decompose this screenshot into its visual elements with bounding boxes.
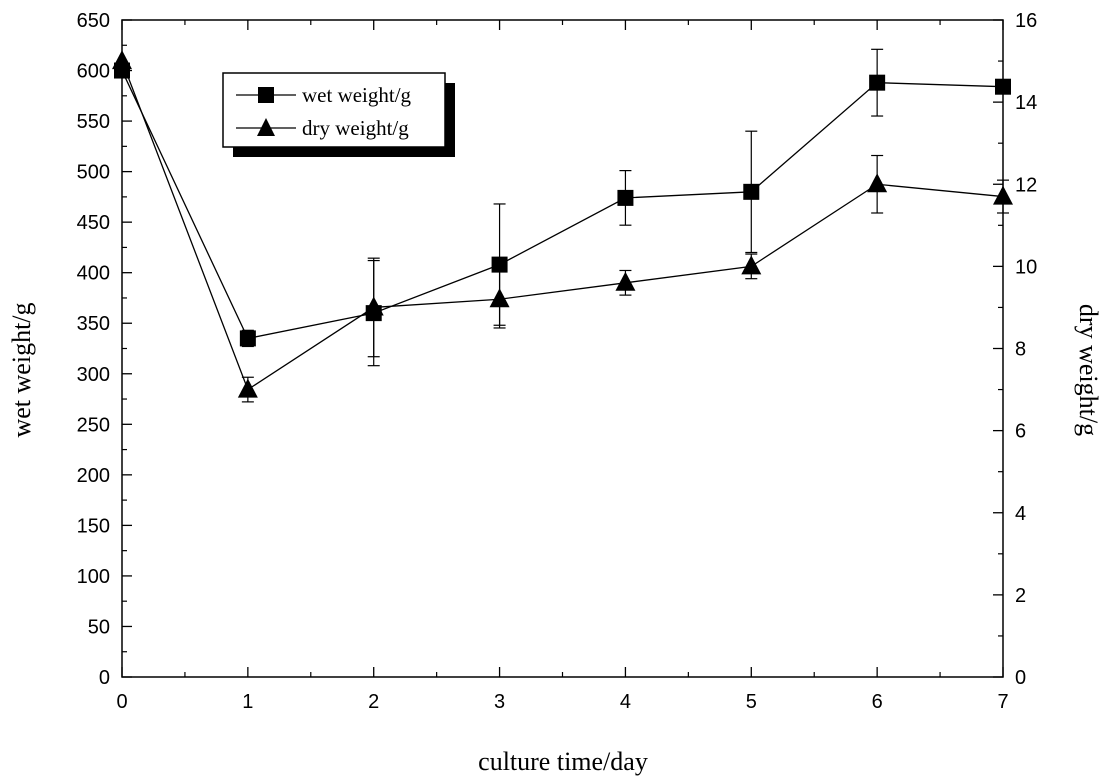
- y-axis-title: wet weight/g: [7, 302, 36, 437]
- legend-label-wet: wet weight/g: [302, 83, 412, 107]
- y2-axis-title: dry weight/g: [1074, 304, 1102, 436]
- x-tick-label: 7: [997, 691, 1008, 713]
- y-tick-label: 550: [77, 111, 110, 133]
- y2-tick-label: 10: [1015, 256, 1037, 278]
- data-point-square: [869, 74, 886, 91]
- data-point-square: [239, 330, 256, 347]
- data-point-square: [617, 189, 634, 206]
- legend: wet weight/g dry weight/g: [222, 72, 455, 157]
- y-tick-label: 300: [77, 364, 110, 386]
- data-point-triangle: [741, 255, 762, 275]
- y-tick-label: 350: [77, 313, 110, 335]
- y-tick-label: 100: [77, 566, 110, 588]
- x-tick-label: 0: [116, 691, 127, 713]
- y-tick-label: 500: [77, 162, 110, 184]
- y2-tick-label: 14: [1015, 92, 1037, 114]
- y-tick-label: 150: [77, 515, 110, 537]
- y2-tick-label: 8: [1015, 339, 1026, 361]
- data-point-triangle: [993, 185, 1013, 205]
- y2-tick-label: 0: [1015, 667, 1026, 689]
- y-tick-label: 450: [77, 212, 110, 234]
- data-point-triangle: [237, 378, 258, 398]
- data-point-square: [995, 78, 1011, 95]
- y2-tick-label: 4: [1015, 503, 1026, 525]
- series-dry-weight: [112, 50, 1013, 403]
- y-tick-label: 200: [77, 465, 110, 487]
- series-line-dry-weight: [121, 60, 1004, 391]
- y2-tick-label: 2: [1015, 585, 1026, 607]
- legend-marker-triangle: [257, 118, 275, 136]
- data-point-triangle: [615, 271, 636, 291]
- data-point-triangle: [363, 296, 384, 316]
- y-tick-label: 400: [77, 263, 110, 285]
- y2-tick-label: 12: [1015, 174, 1037, 196]
- legend-label-dry: dry weight/g: [302, 116, 409, 140]
- x-tick-label: 6: [872, 691, 883, 713]
- series-line-wet-weight: [121, 70, 1004, 340]
- x-tick-label: 1: [242, 691, 253, 713]
- data-point-square: [491, 256, 508, 273]
- y-tick-label: 50: [88, 616, 110, 638]
- data-point-triangle: [867, 173, 888, 193]
- legend-marker-square: [258, 87, 274, 103]
- data-point-square: [743, 183, 760, 200]
- x-tick-label: 5: [746, 691, 757, 713]
- x-tick-label: 2: [368, 691, 379, 713]
- x-tick-label: 3: [494, 691, 505, 713]
- data-point-triangle: [112, 50, 132, 70]
- x-tick-label: 4: [620, 691, 631, 713]
- y-tick-label: 250: [77, 414, 110, 436]
- y-tick-label: 0: [99, 667, 110, 689]
- x-axis-title: culture time/day: [478, 747, 648, 776]
- axes: 0 1 2 3 4 5 6 705010015020025030035040045050055…: [77, 10, 1038, 713]
- y2-tick-label: 6: [1015, 421, 1026, 443]
- y2-tick-label: 16: [1015, 10, 1037, 32]
- series-layer: [112, 48, 1013, 403]
- data-point-triangle: [489, 288, 510, 308]
- y-tick-label: 600: [77, 61, 110, 83]
- y-tick-label: 650: [77, 10, 110, 32]
